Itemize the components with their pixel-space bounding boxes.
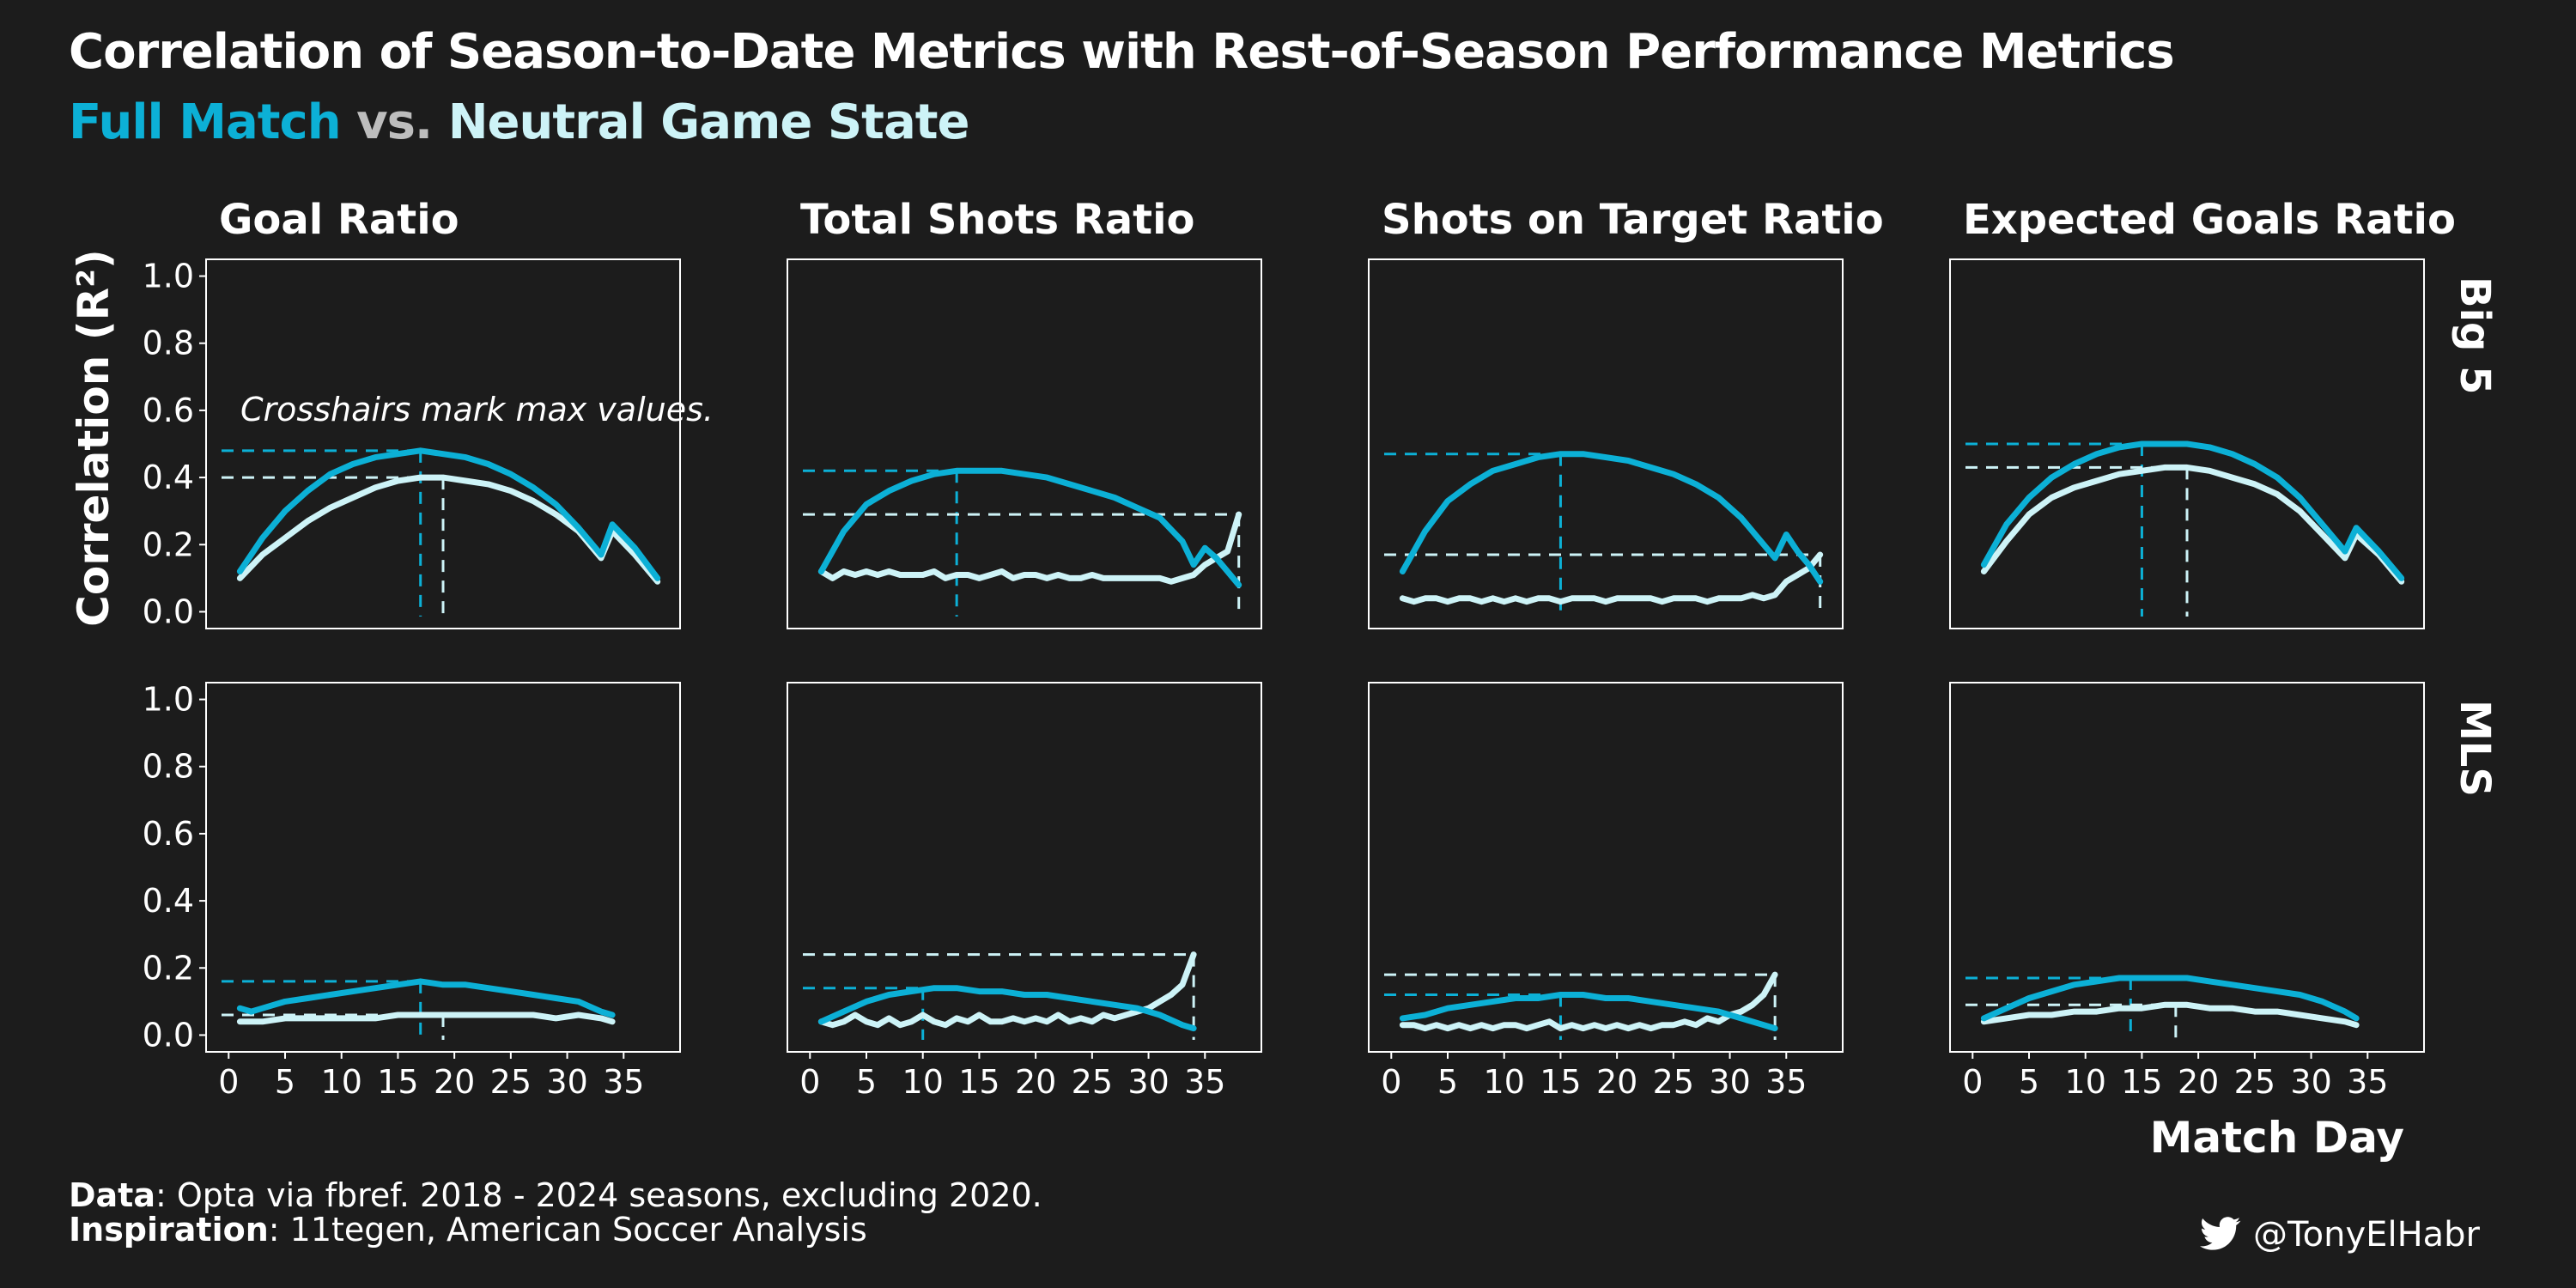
series-line-neutral-game-state [1399,971,1778,1032]
panel-mls-total-shots-ratio-frame [787,682,1262,1053]
x-tick-label: 10 [321,1063,362,1101]
y-tick-label: 0.6 [143,392,194,429]
series-line-neutral-game-state [1980,464,2405,585]
y-tick-label: 1.0 [143,258,194,295]
x-tick-label: 20 [434,1063,475,1101]
x-tick-label: 0 [218,1063,239,1101]
caption-inspiration-text: : 11tegen, American Soccer Analysis [268,1211,867,1249]
x-tick-label: 15 [2121,1063,2162,1101]
panel-mls-expected-goals-ratio-frame [1949,682,2425,1053]
y-tick-label: 0.2 [143,526,194,563]
caption-data-text: : Opta via fbref. 2018 - 2024 seasons, e… [155,1176,1042,1214]
x-tick-label: 0 [799,1063,820,1101]
chart-annotation: Crosshairs mark max values. [240,391,714,428]
x-tick-label: 0 [1962,1063,1983,1101]
x-tick-label: 15 [958,1063,999,1101]
x-tick-label: 20 [1596,1063,1637,1101]
x-tick-label: 35 [1184,1063,1225,1101]
panel-mls-shots-on-target-ratio-frame [1368,682,1844,1053]
x-tick-label: 20 [1015,1063,1056,1101]
y-axis-title: Correlation (R²) [69,249,118,627]
panel-mls-goal-ratio-frame [205,682,681,1053]
series-line-full-match [236,447,661,581]
caption-data-line: Data: Opta via fbref. 2018 - 2024 season… [69,1178,1042,1212]
facet-title-goal-ratio: Goal Ratio [219,196,459,244]
series-line-full-match [1980,440,2405,581]
x-tick-label: 30 [2290,1063,2331,1101]
series-line-full-match [1980,975,2360,1022]
caption-inspiration-label: Inspiration [69,1211,269,1249]
author-handle-text: @TonyElHabr [2253,1215,2480,1255]
y-tick-label: 0.4 [143,882,194,920]
x-tick-label: 5 [275,1063,295,1101]
x-tick-label: 35 [1765,1063,1807,1101]
panel-big-5-total-shots-ratio-frame [787,258,1262,629]
twitter-bird-icon [2200,1217,2241,1250]
y-tick-label: 0.0 [143,1016,194,1054]
facet-title-shots-on-target-ratio: Shots on Target Ratio [1382,196,1884,244]
x-tick-label: 25 [1653,1063,1694,1101]
chart-title: Correlation of Season-to-Date Metrics wi… [69,24,2175,80]
facet-row-label-big-5: Big 5 [2451,276,2499,395]
x-tick-label: 5 [1437,1063,1458,1101]
facet-title-expected-goals-ratio: Expected Goals Ratio [1963,196,2456,244]
series-line-full-match [1399,992,1778,1032]
author-handle[interactable]: @TonyElHabr [2200,1215,2480,1255]
x-axis-title: Match Day [2150,1113,2404,1163]
series-line-full-match [817,467,1242,588]
x-tick-label: 25 [1072,1063,1113,1101]
x-tick-label: 15 [1540,1063,1581,1101]
series-line-neutral-game-state [1399,551,1824,605]
subtitle-neutral-game-state: Neutral Game State [447,94,970,150]
caption-inspiration-line: Inspiration: 11tegen, American Soccer An… [69,1212,1042,1247]
panel-big-5-goal-ratio-frame [205,258,681,629]
series-line-neutral-game-state [236,1012,616,1025]
x-tick-label: 30 [546,1063,587,1101]
y-tick-label: 0.2 [143,949,194,987]
x-tick-label: 0 [1381,1063,1401,1101]
x-tick-label: 35 [603,1063,644,1101]
x-tick-label: 35 [2347,1063,2388,1101]
y-tick-label: 0.4 [143,459,194,496]
x-tick-label: 25 [490,1063,532,1101]
y-tick-label: 0.0 [143,592,194,630]
x-tick-label: 10 [2065,1063,2106,1101]
x-tick-label: 5 [856,1063,877,1101]
x-tick-label: 30 [1127,1063,1169,1101]
x-tick-label: 10 [1484,1063,1525,1101]
series-line-full-match [236,978,616,1018]
x-tick-label: 25 [2234,1063,2275,1101]
x-tick-label: 30 [1709,1063,1750,1101]
subtitle-full-match: Full Match [69,94,342,150]
subtitle-vs: vs. [356,94,433,150]
x-tick-label: 5 [2019,1063,2039,1101]
panel-big-5-expected-goals-ratio-frame [1949,258,2425,629]
series-line-neutral-game-state [817,511,1242,585]
facet-row-label-mls: MLS [2451,700,2499,797]
series-line-neutral-game-state [817,951,1197,1029]
series-line-neutral-game-state [1980,1001,2360,1029]
series-line-full-match [1399,451,1824,585]
chart-subtitle: Full Match vs. Neutral Game State [69,94,969,150]
y-tick-label: 0.8 [143,748,194,786]
series-line-full-match [817,985,1197,1032]
facet-title-total-shots-ratio: Total Shots Ratio [800,196,1195,244]
y-tick-label: 0.6 [143,815,194,853]
x-tick-label: 15 [377,1063,418,1101]
caption: Data: Opta via fbref. 2018 - 2024 season… [69,1178,1042,1247]
caption-data-label: Data [69,1176,155,1214]
y-tick-label: 0.8 [143,325,194,362]
x-tick-label: 20 [2178,1063,2219,1101]
y-tick-label: 1.0 [143,681,194,719]
x-tick-label: 10 [902,1063,944,1101]
panel-big-5-shots-on-target-ratio-frame [1368,258,1844,629]
